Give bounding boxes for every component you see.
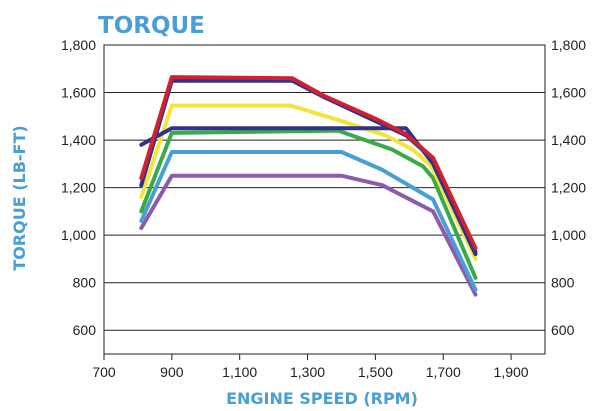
x-tick-label: 1,500 bbox=[358, 364, 393, 380]
y-tick-label: 1,400 bbox=[61, 132, 96, 148]
x-tick-label: 1,700 bbox=[426, 364, 461, 380]
chart-title: TORQUE bbox=[98, 13, 205, 39]
y-axis-title: TORQUE (LB-FT) bbox=[10, 125, 29, 270]
y-tick-label-right: 600 bbox=[551, 322, 575, 338]
x-tick-label: 700 bbox=[92, 364, 116, 380]
y-tick-label-right: 1,400 bbox=[551, 132, 586, 148]
y-tick-label-right: 1,200 bbox=[551, 180, 586, 196]
y-tick-label: 1,800 bbox=[61, 37, 96, 53]
y-tick-label: 1,000 bbox=[61, 227, 96, 243]
y-axis-ticks-left: 600 800 1,000 1,200 1,400 1,600 1,800 bbox=[61, 37, 96, 338]
y-tick-label-right: 800 bbox=[551, 275, 575, 291]
y-tick-label: 600 bbox=[73, 322, 97, 338]
x-tick-label: 1,300 bbox=[290, 364, 325, 380]
y-tick-label-right: 1,800 bbox=[551, 37, 586, 53]
x-axis-title: ENGINE SPEED (RPM) bbox=[226, 389, 418, 408]
x-tick-label: 1,900 bbox=[494, 364, 529, 380]
y-tick-label: 1,600 bbox=[61, 85, 96, 101]
series-line-2 bbox=[139, 150, 478, 292]
y-tick-label: 800 bbox=[73, 275, 97, 291]
y-tick-label-right: 1,600 bbox=[551, 85, 586, 101]
y-axis-ticks-right: 600 800 1,000 1,200 1,400 1,600 1,800 bbox=[551, 37, 586, 338]
series-line-1 bbox=[139, 173, 478, 297]
plot-frame bbox=[103, 44, 546, 355]
series-line-6 bbox=[139, 126, 478, 257]
x-axis-ticks: 700 900 1,100 1,300 1,500 1,700 1,900 bbox=[92, 354, 529, 380]
y-tick-label: 1,200 bbox=[61, 180, 96, 196]
x-tick-label: 1,100 bbox=[222, 364, 257, 380]
series-line-3 bbox=[139, 128, 478, 280]
y-tick-label-right: 1,000 bbox=[551, 227, 586, 243]
x-tick-label: 900 bbox=[160, 364, 184, 380]
series-line-7 bbox=[139, 75, 478, 251]
series-group bbox=[139, 75, 478, 297]
